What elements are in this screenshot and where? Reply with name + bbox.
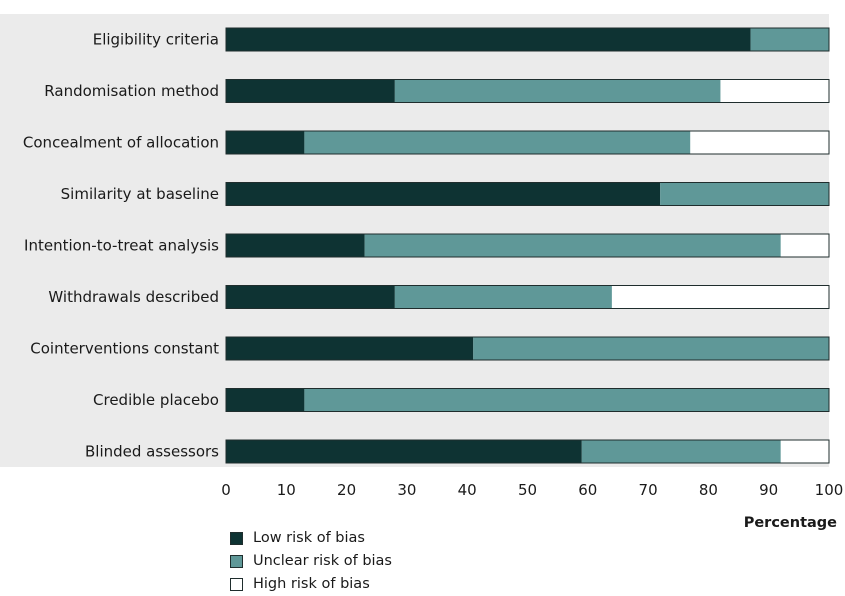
bar-outline-similarity-at-baseline <box>225 182 830 206</box>
bar-outline-cointerventions-constant <box>225 336 830 361</box>
category-label-blinded-assessors: Blinded assessors <box>85 443 219 461</box>
category-label-similarity-at-baseline: Similarity at baseline <box>61 185 219 203</box>
bars-group <box>225 27 830 464</box>
x-tick-label-0: 0 <box>221 481 231 499</box>
legend-swatch-unclear <box>230 555 243 568</box>
legend-label-high: High risk of bias <box>253 576 370 592</box>
x-axis-ticks: 0 10 20 30 40 50 60 70 80 90 100 <box>221 481 843 499</box>
x-tick-label-60: 60 <box>578 481 597 499</box>
bar-cointerventions-constant-low-risk-of-bias <box>226 337 474 360</box>
x-tick-label-90: 90 <box>759 481 778 499</box>
bar-eligibility-criteria-unclear-risk-of-bias <box>750 28 829 51</box>
category-label-randomisation-method: Randomisation method <box>44 82 219 100</box>
legend-item-unclear: Unclear risk of bias <box>230 550 392 573</box>
bar-similarity-at-baseline-unclear-risk-of-bias <box>660 182 829 206</box>
bar-blinded-assessors-high-risk-of-bias <box>780 440 829 463</box>
category-label-concealment-of-allocation: Concealment of allocation <box>23 134 219 152</box>
bar-outline-intention-to-treat-analysis <box>225 233 830 258</box>
bar-blinded-assessors-low-risk-of-bias <box>226 440 582 463</box>
bar-randomisation-method-low-risk-of-bias <box>226 79 395 103</box>
category-label-withdrawals-described: Withdrawals described <box>48 288 219 306</box>
bar-randomisation-method-high-risk-of-bias <box>720 79 829 103</box>
legend-item-low: Low risk of bias <box>230 527 392 550</box>
bar-withdrawals-described-low-risk-of-bias <box>226 285 395 309</box>
bar-concealment-of-allocation-low-risk-of-bias <box>226 131 305 154</box>
legend-label-low: Low risk of bias <box>253 530 365 546</box>
legend-item-high: High risk of bias <box>230 573 392 596</box>
bar-randomisation-method-unclear-risk-of-bias <box>394 79 721 103</box>
x-tick-label-80: 80 <box>699 481 718 499</box>
legend-swatch-high <box>230 578 243 591</box>
bar-withdrawals-described-high-risk-of-bias <box>611 285 829 309</box>
bar-concealment-of-allocation-unclear-risk-of-bias <box>304 131 691 154</box>
x-tick-label-70: 70 <box>639 481 658 499</box>
bar-outline-blinded-assessors <box>225 439 830 464</box>
bar-similarity-at-baseline-low-risk-of-bias <box>226 182 661 206</box>
x-tick-label-30: 30 <box>397 481 416 499</box>
x-tick-label-100: 100 <box>815 481 844 499</box>
category-label-intention-to-treat-analysis: Intention-to-treat analysis <box>24 237 219 255</box>
bar-blinded-assessors-unclear-risk-of-bias <box>581 440 781 463</box>
bar-intention-to-treat-analysis-high-risk-of-bias <box>780 234 829 257</box>
x-tick-label-20: 20 <box>337 481 356 499</box>
bar-outline-withdrawals-described <box>225 285 830 309</box>
category-label-eligibility-criteria: Eligibility criteria <box>93 31 219 49</box>
bar-outline-eligibility-criteria <box>225 27 830 52</box>
legend-label-unclear: Unclear risk of bias <box>253 553 392 569</box>
bar-eligibility-criteria-low-risk-of-bias <box>226 28 751 51</box>
bar-credible-placebo-low-risk-of-bias <box>226 388 305 412</box>
bar-outline-randomisation-method <box>225 79 830 103</box>
x-tick-label-40: 40 <box>458 481 477 499</box>
category-label-cointerventions-constant: Cointerventions constant <box>30 340 219 358</box>
x-tick-label-10: 10 <box>277 481 296 499</box>
bar-credible-placebo-unclear-risk-of-bias <box>304 388 829 412</box>
bar-outline-credible-placebo <box>225 388 830 412</box>
bar-intention-to-treat-analysis-low-risk-of-bias <box>226 234 365 257</box>
category-label-credible-placebo: Credible placebo <box>93 391 219 409</box>
bar-outline-concealment-of-allocation <box>225 130 830 155</box>
legend: Low risk of bias Unclear risk of bias Hi… <box>230 527 392 596</box>
x-axis-title: Percentage <box>743 515 837 531</box>
bar-withdrawals-described-unclear-risk-of-bias <box>394 285 612 309</box>
legend-swatch-low <box>230 532 243 545</box>
bar-intention-to-treat-analysis-unclear-risk-of-bias <box>364 234 781 257</box>
x-tick-label-50: 50 <box>518 481 537 499</box>
bar-concealment-of-allocation-high-risk-of-bias <box>690 131 829 154</box>
bar-cointerventions-constant-unclear-risk-of-bias <box>473 337 829 360</box>
category-labels: Eligibility criteria Randomisation method… <box>23 31 219 461</box>
